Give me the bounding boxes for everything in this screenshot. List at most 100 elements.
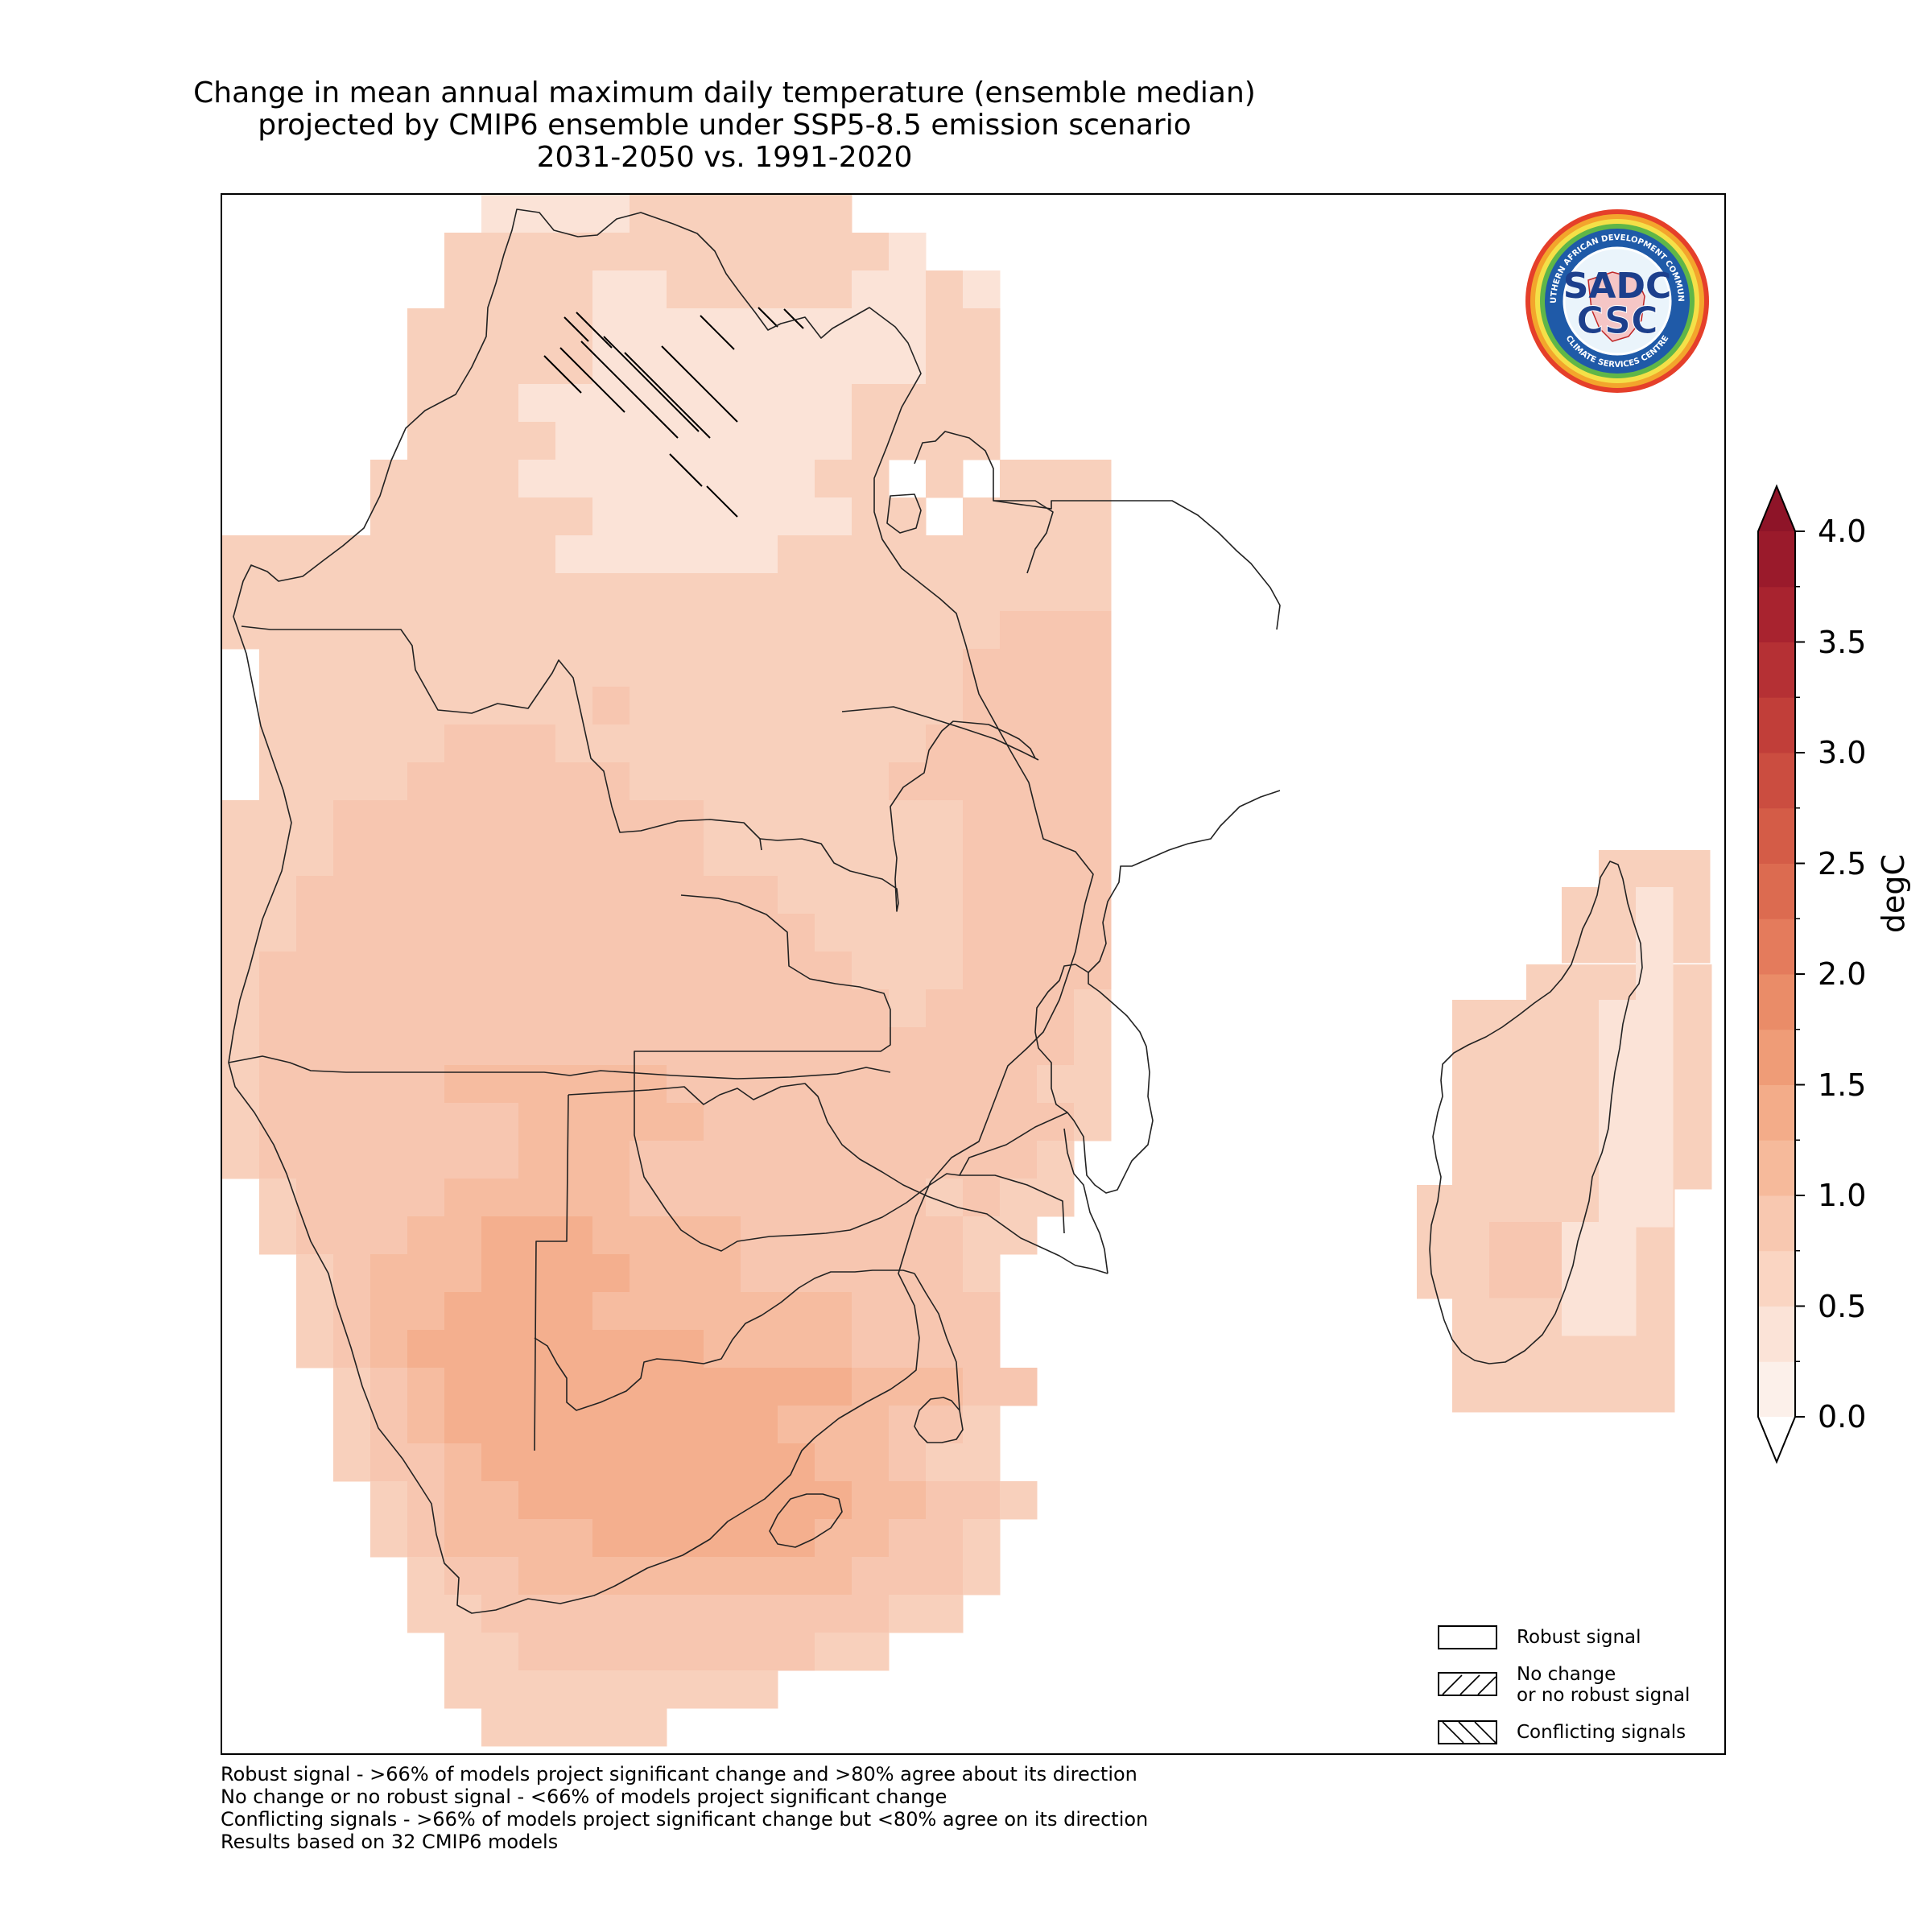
grid-cell <box>592 1216 630 1255</box>
grid-cell <box>333 573 371 612</box>
grid-cell <box>518 1670 556 1709</box>
grid-cell <box>444 1557 482 1596</box>
grid-cell <box>555 1254 593 1293</box>
grid-cell <box>518 195 556 233</box>
grid-cell <box>778 346 815 385</box>
grid-cell <box>592 308 630 347</box>
border-south-africa-mozambique <box>914 1273 960 1411</box>
grid-cell <box>1000 497 1038 536</box>
colorbar-segment <box>1758 807 1795 864</box>
grid-cell <box>333 1254 371 1293</box>
grid-cell <box>555 1141 593 1179</box>
grid-cell <box>592 1292 630 1331</box>
grid-cell <box>370 1141 408 1179</box>
grid-cell <box>630 1254 667 1293</box>
grid-cell <box>926 687 964 725</box>
grid-cell <box>1563 1185 1601 1224</box>
title-line-2: projected by CMIP6 ensemble under SSP5-8… <box>258 109 1191 142</box>
grid-cell <box>518 914 556 952</box>
grid-cell <box>667 1254 704 1293</box>
grid-cell <box>815 497 852 536</box>
grid-cell <box>1074 535 1112 574</box>
grid-cell <box>852 1557 890 1596</box>
grid-cell <box>370 1179 408 1217</box>
grid-cell <box>444 952 482 990</box>
grid-cell <box>630 1519 667 1558</box>
grid-cell <box>259 649 297 687</box>
grid-cell <box>555 1179 593 1217</box>
grid-cell <box>852 1103 890 1141</box>
grid-cell <box>259 724 297 763</box>
grid-cell <box>889 687 927 725</box>
legend-no-change: No change or no robust signal <box>1435 1661 1724 1706</box>
grid-cell <box>222 1103 260 1141</box>
grid-cell <box>518 1027 556 1066</box>
grid-cell <box>778 611 815 650</box>
colorbar-segment <box>1758 642 1795 698</box>
grid-cell <box>555 914 593 952</box>
grid-cell <box>407 1481 445 1520</box>
grid-cell <box>630 724 667 763</box>
grid-cell <box>444 989 482 1028</box>
grid-cell <box>630 1708 667 1747</box>
lake-victoria-outline <box>886 493 922 534</box>
grid-cell <box>667 1141 704 1179</box>
grid-cell <box>815 346 852 385</box>
grid-cell <box>963 876 1001 914</box>
coastline-madagascar <box>1429 861 1643 1364</box>
grid-cell <box>852 422 890 460</box>
grid-cell <box>555 876 593 914</box>
colorbar-extend-under <box>1758 1417 1795 1462</box>
legend-conflicting: Conflicting signals <box>1435 1709 1724 1744</box>
grid-cell <box>704 914 741 952</box>
grid-cell <box>778 1406 815 1444</box>
grid-cell <box>1037 687 1075 725</box>
grid-cell <box>444 1027 482 1066</box>
grid-cell <box>407 1557 445 1596</box>
grid-cell <box>1636 887 1674 926</box>
grid-cell <box>889 1330 927 1368</box>
grid-cell <box>778 535 815 574</box>
grid-cell <box>1000 1216 1038 1255</box>
grid-cell <box>518 346 556 385</box>
grid-cell <box>444 497 482 536</box>
grid-cell <box>778 422 815 460</box>
colorbar-segment <box>1758 1029 1795 1085</box>
grid-cell <box>481 233 519 271</box>
grid-cell <box>407 838 445 877</box>
grid-cell <box>370 838 408 877</box>
grid-cell <box>481 384 519 423</box>
grid-cell <box>778 1368 815 1406</box>
grid-cell <box>333 1368 371 1406</box>
grid-cell <box>1599 887 1637 926</box>
grid-cell <box>1037 649 1075 687</box>
grid-cell <box>815 233 852 271</box>
grid-cell <box>667 1065 704 1104</box>
grid-cell <box>630 687 667 725</box>
grid-cell <box>444 573 482 612</box>
grid-cell <box>630 497 667 536</box>
grid-cell <box>1000 800 1038 839</box>
grid-cell <box>555 535 593 574</box>
grid-cell <box>407 1368 445 1406</box>
grid-cell <box>630 460 667 498</box>
grid-cell <box>1000 611 1038 650</box>
grid-cell <box>1074 989 1112 1028</box>
grid-cell <box>889 308 927 347</box>
grid-cell <box>889 914 927 952</box>
grid-cell <box>370 1065 408 1104</box>
grid-cell <box>667 952 704 990</box>
grid-cell <box>1526 1038 1564 1076</box>
grid-cell <box>778 195 815 233</box>
grid-cell <box>1452 1336 1490 1375</box>
grid-cell <box>778 270 815 309</box>
grid-cell <box>518 422 556 460</box>
grid-cell <box>370 687 408 725</box>
border-uganda-kenya-tanzania <box>914 431 1054 574</box>
title-line-3: 2031-2050 vs. 1991-2020 <box>536 141 913 174</box>
grid-cell <box>1037 952 1075 990</box>
grid-cell <box>222 1141 260 1179</box>
grid-cell <box>741 195 778 233</box>
footnotes: Robust signal - >66% of models project s… <box>221 1763 1148 1853</box>
grid-cell <box>1000 649 1038 687</box>
